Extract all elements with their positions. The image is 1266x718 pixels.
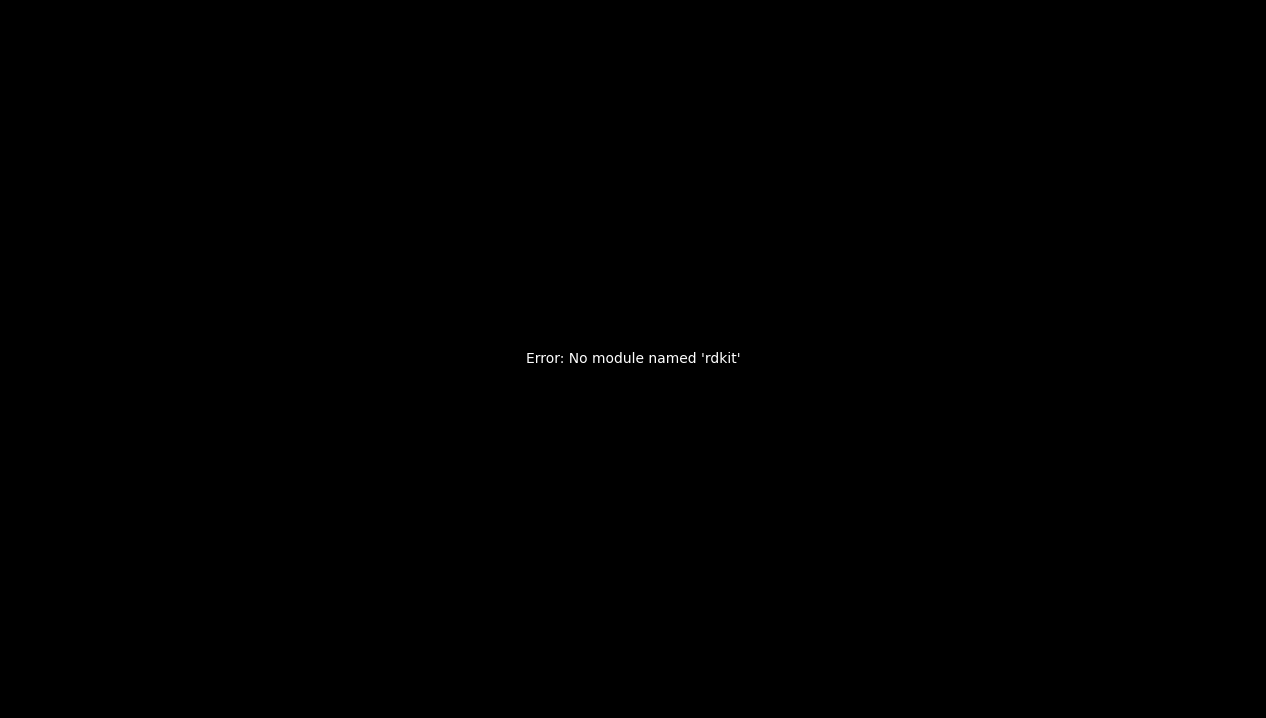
- Text: Error: No module named 'rdkit': Error: No module named 'rdkit': [525, 352, 741, 366]
